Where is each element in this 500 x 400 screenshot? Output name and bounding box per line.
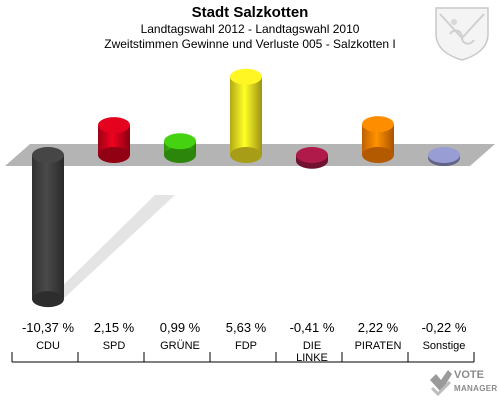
chart-subtitle-2: Zweitstimmen Gewinne und Verluste 005 - …	[104, 37, 396, 51]
category-label: CDU	[36, 340, 60, 352]
vote-manager-logo-icon	[430, 370, 452, 396]
category-label: Sonstige	[422, 340, 466, 352]
chart-subtitle: Landtagswahl 2012 - Landtagswahl 2010	[140, 22, 360, 36]
category-label: SPD	[102, 340, 126, 352]
bar-sonstige	[428, 147, 460, 167]
value-label: -10,37 %	[21, 320, 75, 335]
bar-grüne	[164, 133, 196, 163]
bar-die-linke	[296, 147, 328, 169]
chart-title: Stadt Salzkotten	[191, 4, 309, 21]
value-label: 0,99 %	[159, 320, 201, 335]
category-label: FDP	[235, 340, 257, 352]
value-label: 2,22 %	[357, 320, 399, 335]
bar-piraten	[362, 116, 394, 163]
logo-subtext: MANAGER	[454, 384, 498, 393]
category-label: PIRATEN	[354, 340, 402, 352]
category-label: DIE LINKE	[296, 340, 328, 364]
category-label: GRÜNE	[160, 340, 200, 352]
value-label: 2,15 %	[93, 320, 135, 335]
value-label: -0,22 %	[421, 320, 467, 335]
bar-spd	[98, 117, 130, 163]
bar-cdu	[32, 147, 64, 308]
bar-shadow	[49, 195, 175, 300]
bar-fdp	[230, 68, 262, 163]
value-label: 5,63 %	[225, 320, 267, 335]
coat-of-arms-icon	[435, 7, 489, 61]
logo-text: VOTE	[454, 369, 484, 381]
value-label: -0,41 %	[289, 320, 335, 335]
